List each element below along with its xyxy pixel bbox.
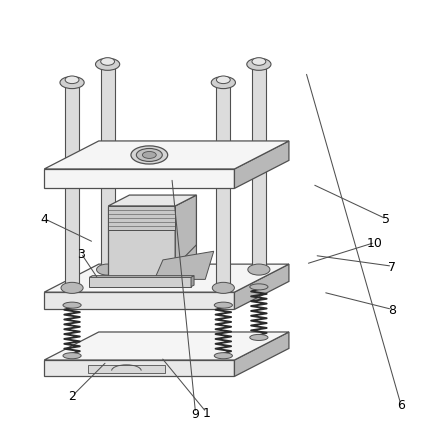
- Polygon shape: [108, 196, 196, 207]
- Ellipse shape: [101, 59, 115, 66]
- Text: 5: 5: [382, 213, 390, 226]
- Text: 9: 9: [192, 407, 199, 420]
- Ellipse shape: [142, 152, 156, 159]
- Ellipse shape: [60, 77, 84, 89]
- Polygon shape: [234, 332, 289, 377]
- Text: 2: 2: [69, 389, 76, 402]
- Ellipse shape: [250, 284, 268, 290]
- Ellipse shape: [247, 59, 271, 71]
- Ellipse shape: [214, 302, 233, 309]
- Ellipse shape: [131, 147, 168, 164]
- Polygon shape: [175, 196, 196, 286]
- Text: 8: 8: [388, 303, 396, 316]
- Polygon shape: [44, 141, 289, 170]
- Polygon shape: [44, 293, 234, 310]
- Ellipse shape: [96, 59, 120, 71]
- Polygon shape: [44, 264, 289, 293]
- Polygon shape: [155, 252, 214, 280]
- Ellipse shape: [212, 283, 234, 294]
- Polygon shape: [44, 170, 234, 189]
- Polygon shape: [108, 207, 175, 286]
- Polygon shape: [89, 278, 191, 287]
- Text: 3: 3: [77, 247, 85, 260]
- Polygon shape: [89, 276, 194, 278]
- Polygon shape: [175, 245, 196, 286]
- Polygon shape: [234, 264, 289, 310]
- Ellipse shape: [63, 353, 81, 359]
- Ellipse shape: [252, 59, 266, 66]
- Polygon shape: [234, 141, 289, 189]
- Polygon shape: [88, 365, 165, 373]
- Ellipse shape: [250, 335, 268, 341]
- Polygon shape: [101, 69, 115, 273]
- Polygon shape: [191, 276, 194, 287]
- Polygon shape: [108, 207, 175, 230]
- Ellipse shape: [65, 77, 79, 84]
- Ellipse shape: [97, 264, 119, 276]
- Text: 10: 10: [367, 237, 383, 250]
- Polygon shape: [252, 69, 266, 273]
- Ellipse shape: [63, 302, 81, 309]
- Ellipse shape: [61, 283, 83, 294]
- Ellipse shape: [211, 77, 235, 89]
- Ellipse shape: [214, 353, 233, 359]
- Polygon shape: [44, 360, 234, 377]
- Polygon shape: [44, 332, 289, 360]
- Text: 6: 6: [397, 398, 405, 411]
- Polygon shape: [65, 87, 79, 292]
- Text: 4: 4: [40, 213, 48, 226]
- Text: 7: 7: [388, 260, 396, 273]
- Ellipse shape: [217, 77, 230, 84]
- Ellipse shape: [136, 149, 162, 162]
- Text: 1: 1: [202, 406, 210, 419]
- Polygon shape: [217, 87, 230, 292]
- Ellipse shape: [248, 264, 270, 276]
